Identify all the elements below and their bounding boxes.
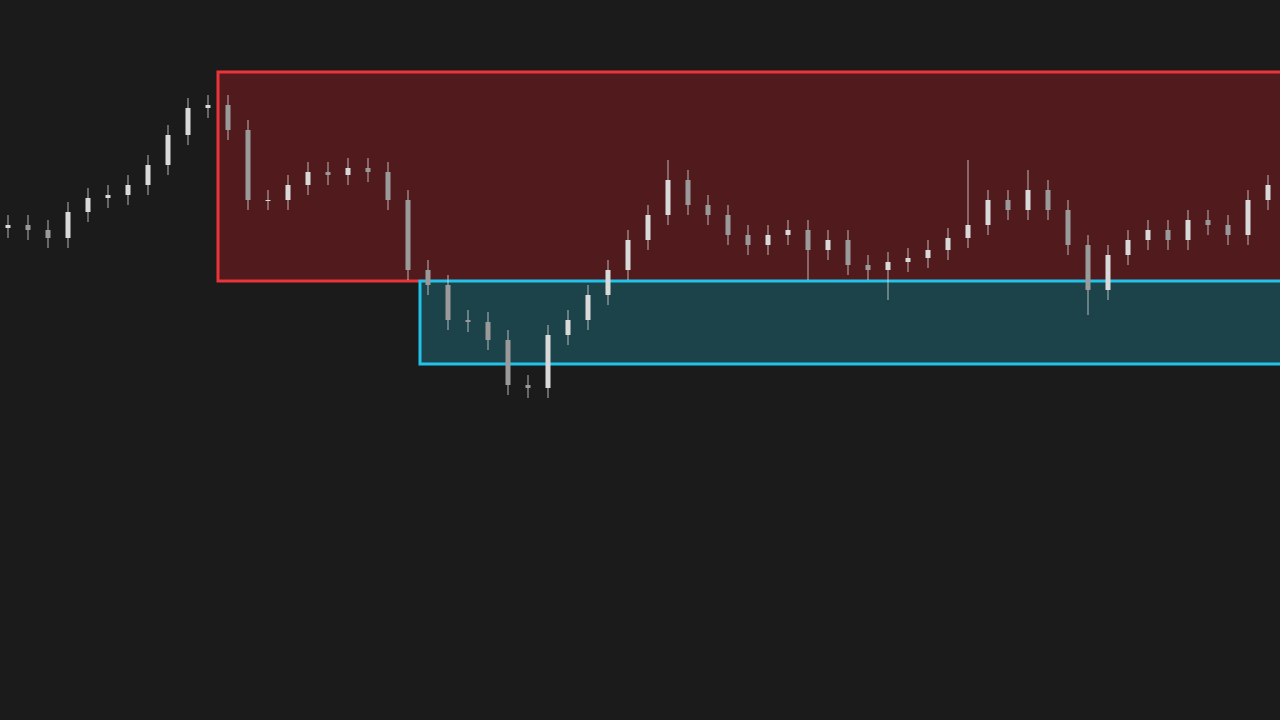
candle-body [805,230,811,250]
candle-body [685,180,691,205]
candle-body [605,270,611,295]
candle-body [1045,190,1051,210]
candle-body [285,185,291,200]
candle-body [545,335,551,388]
candle-body [105,195,111,198]
candle-body [705,205,711,215]
candle-body [245,130,251,200]
candle-body [405,200,411,270]
candle-body [925,250,931,258]
candle-body [265,200,271,201]
candle-body [1005,200,1011,210]
candle-body [585,295,591,320]
candle-body [85,198,91,212]
candle-body [325,172,331,175]
candle-body [465,320,471,322]
candle-body [445,285,451,320]
candle-body [765,235,771,245]
candle-body [125,185,131,195]
candle-body [1265,185,1271,200]
candle-body [845,240,851,265]
candle-body [785,230,791,235]
candle-body [505,340,511,385]
candle-body [645,215,651,240]
candle-body [625,240,631,270]
candle-body [1065,210,1071,245]
candle-body [425,270,431,285]
candle-body [1125,240,1131,255]
candle-body [865,265,871,270]
candle-body [1085,245,1091,290]
zone [216,70,1280,283]
candle-body [665,180,671,215]
candle-body [485,322,491,340]
candle-body [5,225,11,228]
candle-body [145,165,151,185]
candle-body [725,215,731,235]
candle-body [825,240,831,250]
candle-body [1105,255,1111,290]
candle-body [365,168,371,172]
candle-body [65,212,71,238]
candle-body [165,135,171,165]
candle-body [905,258,911,262]
candle-body [565,320,571,335]
candle-body [745,235,751,245]
candle-body [965,225,971,238]
candle-body [525,385,531,388]
zone [418,279,1280,366]
candle-body [1245,200,1251,235]
candle-body [45,230,51,238]
candle-body [385,172,391,200]
candle-body [305,172,311,185]
candle-body [945,238,951,250]
candle-body [985,200,991,225]
candle-body [1205,220,1211,225]
candle-body [205,105,211,108]
candle-body [345,168,351,175]
candle-body [1165,230,1171,240]
candle-body [1225,225,1231,235]
candle-body [1025,190,1031,210]
candle-body [885,262,891,270]
candle-body [1185,220,1191,240]
candle-body [25,225,31,230]
candle-body [1145,230,1151,240]
candle-body [185,108,191,135]
candle-body [225,105,231,130]
